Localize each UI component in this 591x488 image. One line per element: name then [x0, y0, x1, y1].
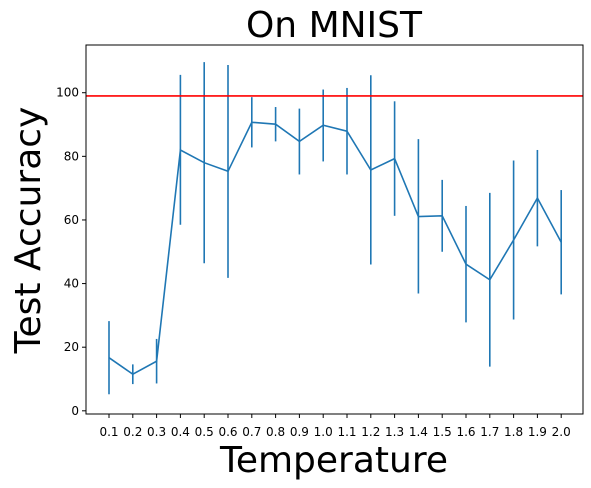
y-tick-label: 100: [56, 86, 79, 100]
x-tick-label: 1.5: [433, 425, 452, 439]
x-tick-label: 1.3: [385, 425, 404, 439]
x-tick-label: 1.9: [528, 425, 547, 439]
x-tick-label: 2.0: [552, 425, 571, 439]
x-axis-label: Temperature: [219, 440, 448, 481]
x-tick-label: 0.8: [266, 425, 285, 439]
x-tick-label: 0.3: [147, 425, 166, 439]
x-tick-label: 1.2: [361, 425, 380, 439]
x-tick-label: 1.8: [504, 425, 523, 439]
x-tick-label: 1.0: [314, 425, 333, 439]
plot-frame: [85, 44, 584, 415]
x-tick-label: 0.9: [290, 425, 309, 439]
x-tick-label: 0.6: [218, 425, 237, 439]
y-tick-label: 80: [64, 149, 79, 163]
y-axis-label: Test Accuracy: [8, 107, 49, 355]
y-tick-label: 0: [71, 404, 79, 418]
x-tick-label: 0.7: [242, 425, 261, 439]
x-tick-label: 1.1: [337, 425, 356, 439]
x-tick-label: 1.6: [456, 425, 475, 439]
x-tick-label: 0.5: [195, 425, 214, 439]
x-tick-label: 1.7: [480, 425, 499, 439]
x-tick-label: 0.1: [99, 425, 118, 439]
chart-title: On MNIST: [246, 5, 423, 46]
y-tick-label: 20: [64, 340, 79, 354]
y-tick-label: 60: [64, 213, 79, 227]
x-tick-label: 0.4: [171, 425, 190, 439]
plot-area: 0 20 40 60 80 100 0.1 0.2 0.3 0.4 0.5 0.6 0.7 0.8 0.9 1…: [56, 62, 583, 439]
y-tick-label: 40: [64, 277, 79, 291]
x-tick-label: 0.2: [123, 425, 142, 439]
x-tick-label: 1.4: [409, 425, 428, 439]
series-line: [108, 121, 562, 376]
